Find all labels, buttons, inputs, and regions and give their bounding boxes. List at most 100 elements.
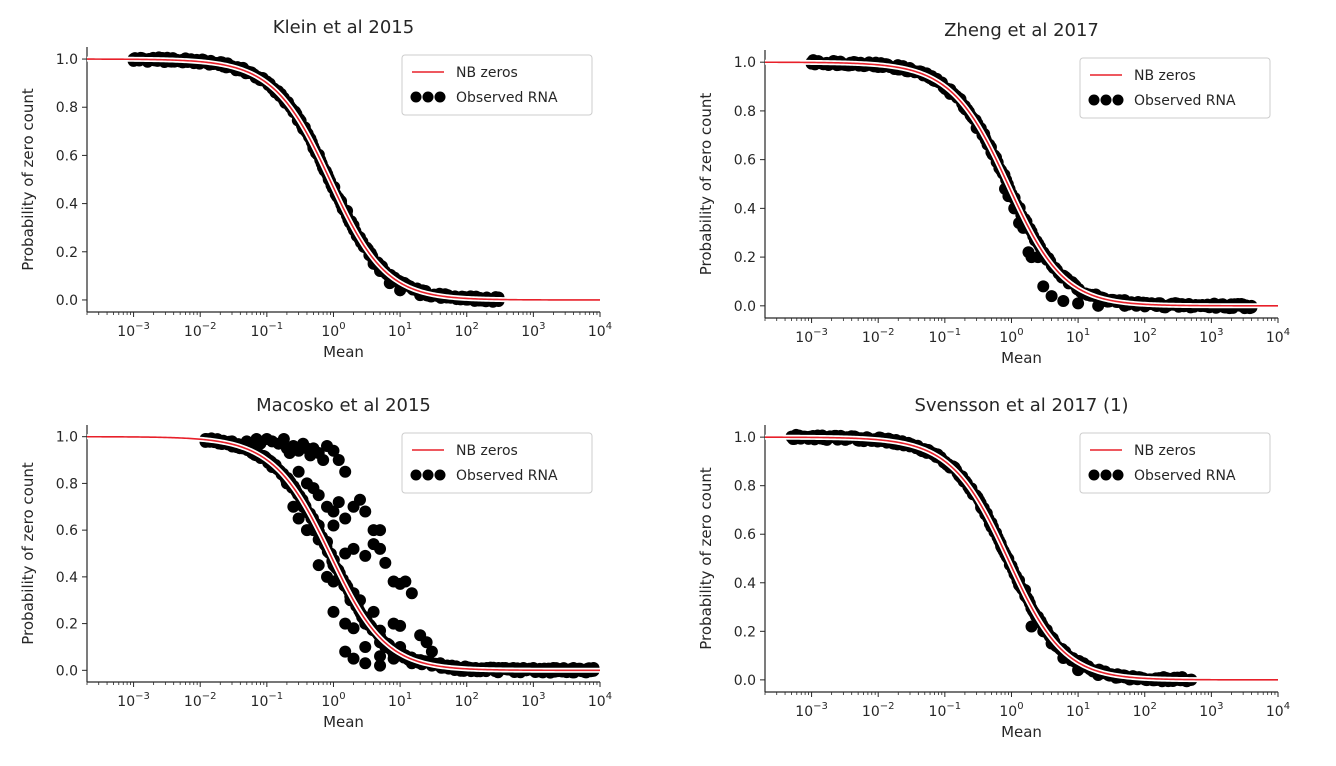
x-tick-label: 101 — [1066, 327, 1090, 346]
y-tick-label: 0.2 — [734, 624, 756, 640]
legend-marker-swatch — [410, 91, 422, 103]
data-point — [292, 465, 305, 478]
y-tick-label: 0.4 — [56, 197, 78, 213]
y-tick-label: 0.6 — [56, 148, 78, 164]
legend-label: NB zeros — [456, 443, 518, 459]
x-tick-label: 102 — [1133, 327, 1157, 346]
data-point — [347, 652, 360, 665]
x-tick-label: 10−2 — [184, 321, 217, 340]
data-point — [374, 524, 387, 537]
legend-marker-swatch — [1100, 94, 1112, 106]
legend-label: NB zeros — [1134, 68, 1196, 84]
y-tick-label: 1.0 — [56, 430, 78, 446]
y-tick-label: 0.2 — [56, 245, 78, 261]
x-axis-label: Mean — [323, 343, 364, 361]
x-tick-label: 100 — [999, 327, 1023, 346]
chart-title: Klein et al 2015 — [273, 17, 414, 38]
x-tick-label: 10−2 — [862, 327, 895, 346]
data-point — [359, 549, 372, 562]
y-tick-label: 0.8 — [56, 100, 78, 116]
data-point — [339, 645, 352, 658]
y-axis-label: Probability of zero count — [697, 467, 715, 650]
x-tick-label: 10−3 — [795, 701, 828, 720]
x-tick-label: 104 — [1266, 701, 1290, 720]
x-tick-label: 10−1 — [929, 327, 962, 346]
data-point — [1072, 664, 1085, 677]
legend-label: Observed RNA — [1134, 93, 1236, 109]
y-tick-label: 0.0 — [734, 673, 756, 689]
data-point — [399, 575, 412, 588]
plot-area — [87, 51, 600, 308]
data-point — [359, 505, 372, 518]
y-tick-label: 0.0 — [734, 299, 756, 315]
x-tick-label: 103 — [521, 321, 545, 340]
x-tick-label: 101 — [388, 691, 412, 710]
data-point — [317, 454, 330, 467]
chart-title: Macosko et al 2015 — [256, 395, 431, 416]
x-tick-label: 103 — [1199, 701, 1223, 720]
data-point — [367, 605, 380, 618]
plot-area — [87, 432, 600, 679]
y-tick-label: 0.6 — [734, 153, 756, 169]
data-point — [374, 650, 387, 663]
y-tick-label: 0.0 — [56, 663, 78, 679]
y-tick-label: 0.8 — [56, 476, 78, 492]
legend-box — [1079, 57, 1271, 119]
data-point — [405, 587, 418, 600]
data-point — [339, 512, 352, 525]
data-point — [1037, 280, 1050, 293]
x-tick-label: 104 — [588, 691, 612, 710]
data-point — [1025, 620, 1038, 633]
x-tick-label: 10−3 — [117, 321, 150, 340]
data-point — [277, 433, 290, 446]
data-point — [347, 622, 360, 635]
y-tick-label: 0.6 — [56, 523, 78, 539]
y-axis-label: Probability of zero count — [19, 462, 37, 645]
x-tick-label: 100 — [321, 691, 345, 710]
data-point — [287, 500, 300, 513]
x-tick-label: 103 — [1199, 327, 1223, 346]
data-point — [312, 559, 325, 572]
legend-marker-swatch — [434, 91, 446, 103]
data-point — [1031, 251, 1044, 264]
legend-marker-swatch — [410, 469, 422, 481]
x-axis-label: Mean — [1001, 349, 1042, 367]
plot-area — [765, 428, 1278, 688]
legend-marker-swatch — [1088, 469, 1100, 481]
legend-label: NB zeros — [456, 65, 518, 81]
x-tick-label: 10−1 — [251, 321, 284, 340]
y-tick-label: 0.2 — [734, 250, 756, 266]
legend: NB zeros Observed RNA — [1079, 432, 1271, 494]
x-tick-label: 101 — [388, 321, 412, 340]
legend: NB zeros Observed RNA — [401, 54, 593, 116]
panel-zheng-2017: Zheng et al 2017 0.0 0.2 0.4 0.6 0.8 1.0 10−3 10… — [697, 20, 1290, 367]
legend-marker-swatch — [1100, 469, 1112, 481]
x-tick-label: 102 — [455, 321, 479, 340]
data-point — [332, 454, 345, 467]
y-tick-label: 1.0 — [734, 55, 756, 71]
data-point — [359, 640, 372, 653]
legend-marker-swatch — [422, 91, 434, 103]
x-tick-label: 104 — [1266, 327, 1290, 346]
panel-macosko-2015: Macosko et al 2015 0.0 0.2 0.4 0.6 0.8 1.0 10−3… — [19, 395, 612, 731]
legend-label: Observed RNA — [456, 468, 558, 484]
legend-box — [401, 432, 593, 494]
legend: NB zeros Observed RNA — [1079, 57, 1271, 119]
y-tick-label: 0.4 — [734, 576, 756, 592]
x-tick-label: 100 — [321, 321, 345, 340]
legend-marker-swatch — [434, 469, 446, 481]
data-point — [394, 284, 407, 297]
y-tick-label: 0.4 — [734, 201, 756, 217]
legend-label: Observed RNA — [1134, 468, 1236, 484]
data-point — [353, 493, 366, 506]
data-point — [327, 519, 340, 532]
legend-marker-swatch — [422, 469, 434, 481]
y-tick-label: 0.0 — [56, 293, 78, 309]
data-point — [394, 619, 407, 632]
plot-area — [765, 54, 1278, 315]
data-point — [1057, 294, 1070, 307]
data-point — [359, 657, 372, 670]
data-point — [425, 645, 438, 658]
x-tick-label: 10−1 — [929, 701, 962, 720]
